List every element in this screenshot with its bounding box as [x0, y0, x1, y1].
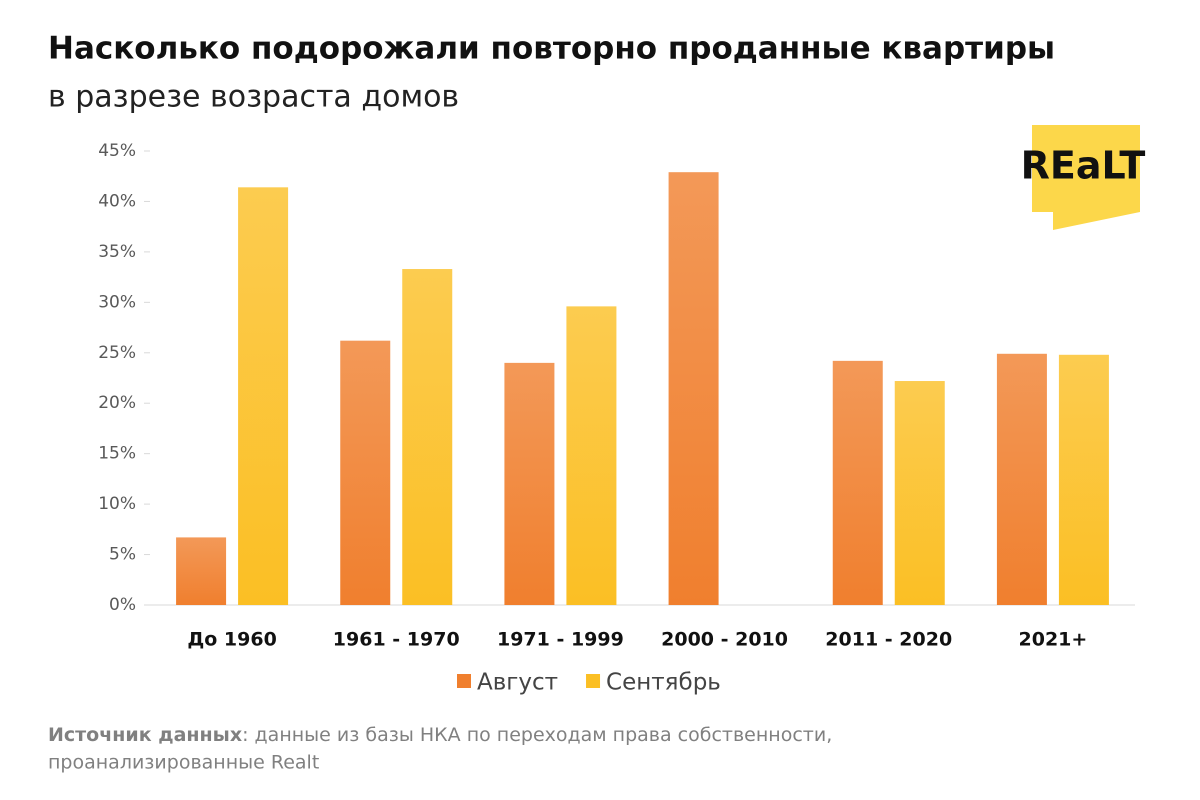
x-tick-label: До 1960: [187, 629, 276, 651]
y-tick-label: 20%: [98, 393, 136, 413]
x-tick-label: 2021+: [1019, 629, 1088, 651]
bar: [668, 172, 719, 606]
bar: [340, 340, 391, 605]
y-tick-label: 10%: [98, 494, 136, 514]
bar: [566, 306, 617, 605]
y-tick-label: 25%: [98, 343, 136, 363]
source-text: : данные из базы НКА по переходам права …: [242, 724, 832, 746]
y-tick-label: 40%: [98, 191, 136, 211]
legend-label: Сентябрь: [606, 670, 721, 696]
y-tick-label: 15%: [98, 444, 136, 464]
y-tick-label: 35%: [98, 242, 136, 262]
logo: REaLT: [1021, 125, 1146, 230]
bar: [176, 537, 227, 605]
bar: [402, 269, 453, 605]
x-tick-label: 2000 - 2010: [661, 629, 788, 651]
x-tick-label: 1961 - 1970: [333, 629, 460, 651]
bar: [996, 353, 1047, 605]
x-tick-label: 2011 - 2020: [825, 629, 952, 651]
legend-swatch: [586, 674, 601, 688]
bar: [238, 187, 289, 605]
bar: [894, 381, 945, 605]
source-line-2: проанализированные Realt: [48, 752, 319, 774]
bar: [504, 362, 555, 605]
bar: [832, 360, 883, 605]
source: Источник данных: данные из базы НКА по п…: [48, 724, 832, 746]
bar: [1058, 354, 1109, 605]
source-label: Источник данных: [48, 724, 242, 746]
legend-label: Август: [477, 670, 558, 696]
chart-title: Насколько подорожали повторно проданные …: [48, 31, 1055, 67]
chart-subtitle: в разрезе возраста домов: [48, 80, 459, 115]
logo-text: REaLT: [1021, 144, 1146, 188]
logo-shape: [1032, 125, 1140, 230]
y-tick-label: 45%: [98, 141, 136, 161]
y-tick-label: 30%: [98, 292, 136, 312]
legend: Август Сентябрь: [457, 670, 721, 696]
y-tick-label: 0%: [109, 595, 136, 615]
legend-swatch: [457, 674, 471, 688]
y-tick-label: 5%: [109, 545, 136, 565]
x-tick-label: 1971 - 1999: [497, 629, 624, 651]
